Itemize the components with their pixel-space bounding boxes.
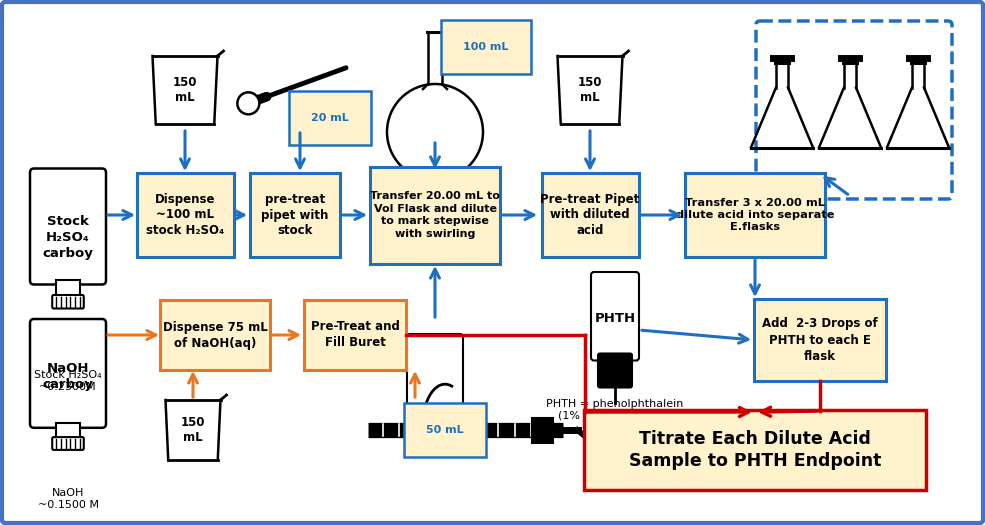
FancyBboxPatch shape	[370, 166, 500, 264]
FancyBboxPatch shape	[30, 169, 106, 285]
FancyBboxPatch shape	[754, 299, 886, 381]
FancyBboxPatch shape	[584, 410, 926, 490]
Text: Dispense
~100 mL
stock H₂SO₄: Dispense ~100 mL stock H₂SO₄	[146, 193, 225, 237]
Text: Add  2-3 Drops of
PHTH to each E
flask: Add 2-3 Drops of PHTH to each E flask	[762, 318, 878, 362]
Bar	[56, 279, 80, 298]
Text: 150
mL: 150 mL	[578, 76, 602, 104]
FancyBboxPatch shape	[591, 272, 639, 361]
FancyBboxPatch shape	[304, 300, 406, 370]
Text: 150
mL: 150 mL	[181, 416, 205, 444]
Text: 150
mL: 150 mL	[172, 76, 197, 104]
FancyBboxPatch shape	[598, 353, 632, 387]
Text: pre-treat
pipet with
stock: pre-treat pipet with stock	[261, 193, 329, 237]
Text: Stock H₂SO₄
~0.2300M: Stock H₂SO₄ ~0.2300M	[34, 370, 101, 392]
FancyBboxPatch shape	[52, 295, 84, 309]
FancyBboxPatch shape	[52, 437, 84, 450]
Text: Transfer 20.00 mL to
Vol Flask and dilute
to mark stepwise
with swirling: Transfer 20.00 mL to Vol Flask and dilut…	[370, 192, 500, 238]
Bar	[56, 423, 80, 439]
FancyBboxPatch shape	[407, 334, 463, 419]
Text: carboy: carboy	[42, 247, 94, 260]
Text: Pre-Treat and
Fill Buret: Pre-Treat and Fill Buret	[310, 320, 400, 350]
FancyBboxPatch shape	[685, 173, 825, 257]
Text: 20 mL: 20 mL	[311, 113, 349, 123]
Text: carboy: carboy	[42, 378, 94, 391]
FancyBboxPatch shape	[160, 300, 270, 370]
Text: NaOH: NaOH	[46, 362, 90, 375]
Text: Stock: Stock	[47, 215, 89, 228]
FancyBboxPatch shape	[250, 173, 340, 257]
Text: Titrate Each Dilute Acid
Sample to PHTH Endpoint: Titrate Each Dilute Acid Sample to PHTH …	[628, 430, 882, 470]
FancyBboxPatch shape	[532, 417, 553, 443]
Text: NaOH
~0.1500 M: NaOH ~0.1500 M	[37, 488, 98, 510]
FancyBboxPatch shape	[542, 173, 638, 257]
Text: H₂SO₄: H₂SO₄	[46, 231, 90, 244]
Text: Transfer 3 x 20.00 mL
dilute acid into separate
E.flasks: Transfer 3 x 20.00 mL dilute acid into s…	[676, 197, 834, 233]
Circle shape	[237, 92, 259, 114]
Text: Dispense 75 mL
of NaOH(aq): Dispense 75 mL of NaOH(aq)	[163, 320, 267, 350]
FancyBboxPatch shape	[137, 173, 233, 257]
Text: Pre-treat Pipet
with diluted
acid: Pre-treat Pipet with diluted acid	[541, 193, 639, 237]
Text: 100 mL: 100 mL	[463, 42, 508, 52]
Text: 50 mL: 50 mL	[427, 425, 464, 435]
FancyBboxPatch shape	[30, 319, 106, 428]
Text: PHTH: PHTH	[594, 312, 635, 326]
Text: PHTH = phenolphthalein
(1% in 80% ethanol): PHTH = phenolphthalein (1% in 80% ethano…	[547, 399, 684, 421]
